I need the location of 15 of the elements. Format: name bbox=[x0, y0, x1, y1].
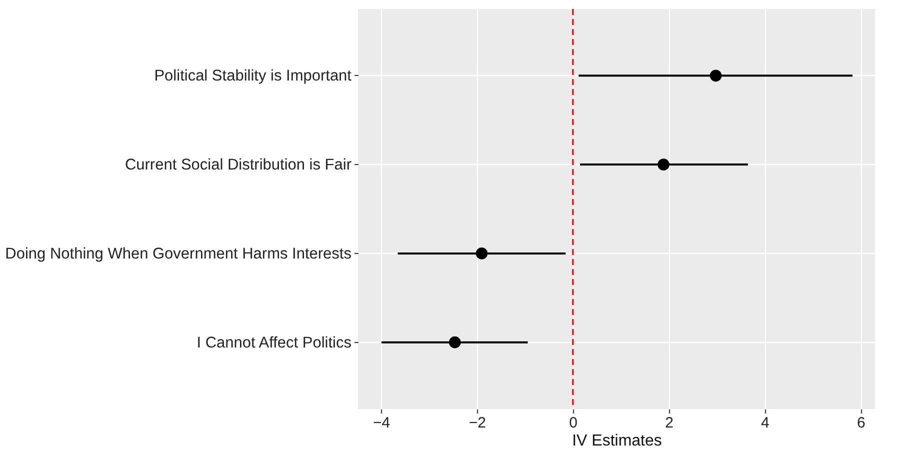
x-tick-label: 4 bbox=[761, 414, 770, 432]
x-tick-label: −2 bbox=[468, 414, 486, 432]
x-tick-label: 0 bbox=[569, 414, 578, 432]
y-tick-label: Doing Nothing When Government Harms Interests bbox=[5, 245, 352, 262]
x-tick-label: −4 bbox=[372, 414, 390, 432]
y-tick-label: I Cannot Affect Politics bbox=[196, 334, 352, 352]
point bbox=[710, 70, 722, 82]
point bbox=[658, 158, 670, 170]
y-tick-label: Current Social Distribution is Fair bbox=[124, 156, 352, 174]
point bbox=[448, 336, 461, 348]
point bbox=[476, 248, 488, 260]
x-tick-label: 2 bbox=[665, 414, 674, 432]
x-tick-label: 6 bbox=[856, 414, 866, 432]
x-axis-title: IV Estimates bbox=[572, 432, 662, 450]
y-tick-label: Political Stability is Important bbox=[154, 68, 352, 85]
